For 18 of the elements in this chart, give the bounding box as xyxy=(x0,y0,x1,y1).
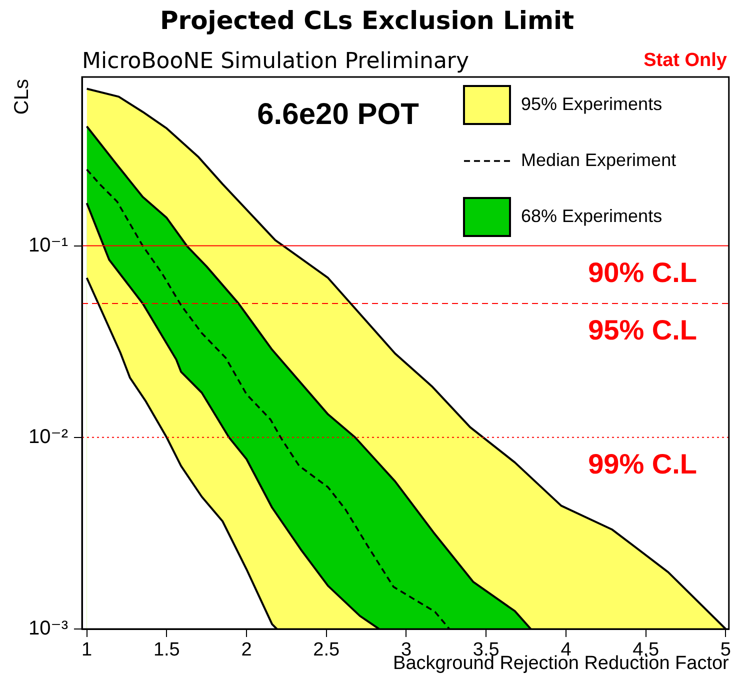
chart-title: Projected CLs Exclusion Limit xyxy=(160,6,574,35)
text: Stat Only xyxy=(644,50,728,71)
legend-label: 68% Experiments xyxy=(521,206,662,226)
ref-line-label: 95% C.L xyxy=(588,314,697,346)
x-tick-label: 2.5 xyxy=(313,640,340,661)
annotation: 6.6e20 POT xyxy=(257,98,419,131)
y-tick-label: 10⁻¹ xyxy=(28,234,68,256)
y-tick-label: 10⁻³ xyxy=(28,618,68,640)
y-axis-title: CLs xyxy=(11,79,33,115)
legend-label: 95% Experiments xyxy=(521,94,662,114)
ref-line-label: 99% C.L xyxy=(588,448,697,480)
text: MicroBooNE Simulation Preliminary xyxy=(82,49,469,74)
ref-line-label: 90% C.L xyxy=(588,256,697,288)
y-tick-label: 10⁻² xyxy=(28,426,68,448)
x-tick-label: 1.5 xyxy=(153,640,180,661)
x-tick-label: 1 xyxy=(82,640,92,661)
legend-label: Median Experiment xyxy=(521,150,676,170)
x-tick-label: 2 xyxy=(241,640,252,661)
